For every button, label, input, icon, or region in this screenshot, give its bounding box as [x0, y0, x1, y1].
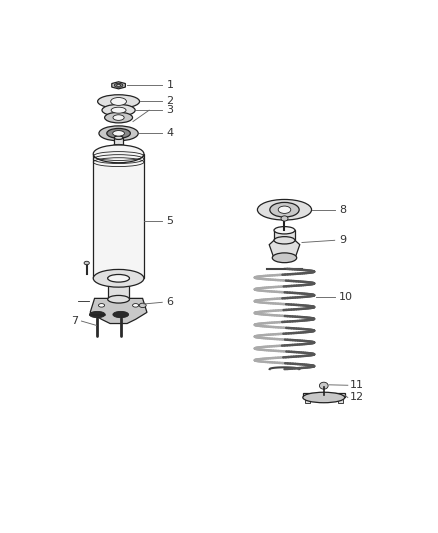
Ellipse shape: [107, 128, 131, 138]
Bar: [304, 398, 310, 403]
Text: 1: 1: [166, 80, 173, 90]
Ellipse shape: [99, 304, 105, 307]
Ellipse shape: [113, 146, 125, 150]
Polygon shape: [112, 82, 125, 89]
Ellipse shape: [102, 104, 135, 116]
Ellipse shape: [113, 147, 125, 152]
Text: 7: 7: [71, 316, 78, 326]
Ellipse shape: [274, 227, 295, 234]
Text: 2: 2: [166, 96, 174, 107]
Bar: [274, 230, 295, 240]
Ellipse shape: [108, 295, 130, 303]
Text: 12: 12: [350, 392, 364, 402]
Text: 5: 5: [166, 216, 173, 225]
Text: 11: 11: [350, 380, 364, 390]
Ellipse shape: [89, 311, 105, 318]
Bar: [338, 398, 343, 403]
Ellipse shape: [113, 115, 124, 120]
Ellipse shape: [108, 274, 130, 282]
Bar: [108, 278, 130, 299]
Ellipse shape: [272, 253, 297, 263]
Ellipse shape: [105, 112, 133, 123]
Ellipse shape: [93, 145, 144, 163]
Text: 9: 9: [339, 235, 346, 245]
Ellipse shape: [113, 131, 124, 136]
Text: 6: 6: [166, 297, 173, 308]
Polygon shape: [269, 240, 300, 258]
Bar: [303, 393, 345, 398]
Ellipse shape: [111, 98, 127, 106]
Text: 3: 3: [166, 105, 173, 115]
Bar: [93, 154, 144, 278]
Ellipse shape: [98, 95, 140, 108]
Ellipse shape: [281, 216, 288, 221]
Ellipse shape: [111, 107, 126, 113]
Ellipse shape: [278, 206, 291, 213]
Ellipse shape: [113, 311, 129, 318]
Ellipse shape: [139, 303, 146, 308]
Ellipse shape: [84, 261, 89, 265]
Ellipse shape: [274, 237, 295, 244]
Ellipse shape: [117, 84, 120, 86]
Ellipse shape: [303, 392, 345, 403]
Ellipse shape: [93, 269, 144, 287]
Text: 4: 4: [166, 128, 174, 139]
Text: 8: 8: [339, 205, 346, 215]
Ellipse shape: [114, 136, 123, 140]
Ellipse shape: [114, 83, 123, 87]
Polygon shape: [90, 298, 147, 324]
Ellipse shape: [270, 203, 299, 217]
Ellipse shape: [133, 304, 139, 307]
Bar: [114, 138, 123, 152]
Ellipse shape: [113, 144, 125, 148]
Text: 10: 10: [339, 292, 353, 302]
Ellipse shape: [258, 199, 311, 220]
Ellipse shape: [99, 126, 138, 141]
Ellipse shape: [319, 382, 328, 389]
